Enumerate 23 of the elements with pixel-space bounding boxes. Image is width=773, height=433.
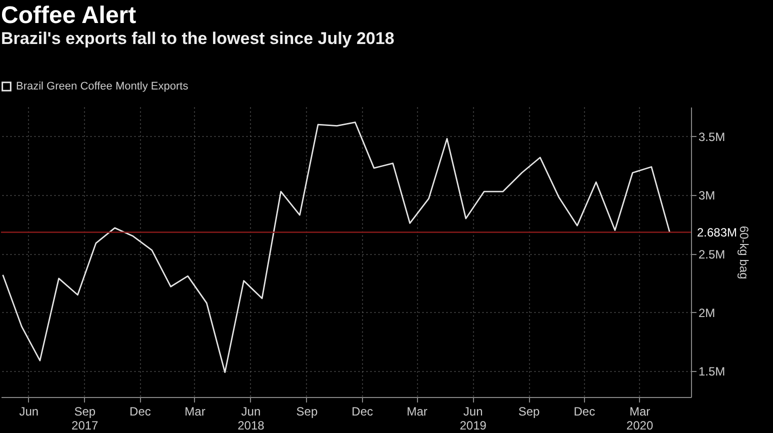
ref-line-label: 2.683M — [697, 225, 738, 240]
x-tick-label: Dec — [352, 404, 373, 418]
x-tick-label: Sep — [296, 404, 318, 418]
x-tick-label: Sep 2017 — [72, 404, 99, 432]
x-tick-label: Jun — [19, 404, 39, 418]
legend-label: Brazil Green Coffee Montly Exports — [16, 80, 189, 92]
chart-title: Coffee Alert — [1, 2, 136, 29]
x-tick-label: Jun 2018 — [238, 404, 265, 432]
x-tick-label: Mar — [184, 404, 206, 418]
x-tick-label: Mar — [406, 404, 428, 418]
x-tick-label: Dec — [130, 404, 151, 418]
x-tick-label: Mar 2020 — [626, 404, 654, 432]
x-tick-label: Jun 2019 — [460, 404, 487, 432]
chart-subtitle: Brazil's exports fall to the lowest since July 2018 — [1, 29, 394, 48]
line-series — [2, 122, 670, 374]
x-tick-label: Sep — [518, 404, 540, 418]
y-tick-label: 2.5M — [698, 247, 726, 262]
y-tick-label: 3M — [698, 188, 716, 203]
y-tick-label: 1.5M — [698, 364, 726, 379]
x-tick-label: Dec — [574, 404, 596, 418]
y-tick-label: 3.5M — [698, 130, 726, 144]
y-axis-title: 60-kg bag — [737, 226, 752, 280]
y-tick-label: 2M — [698, 306, 716, 320]
